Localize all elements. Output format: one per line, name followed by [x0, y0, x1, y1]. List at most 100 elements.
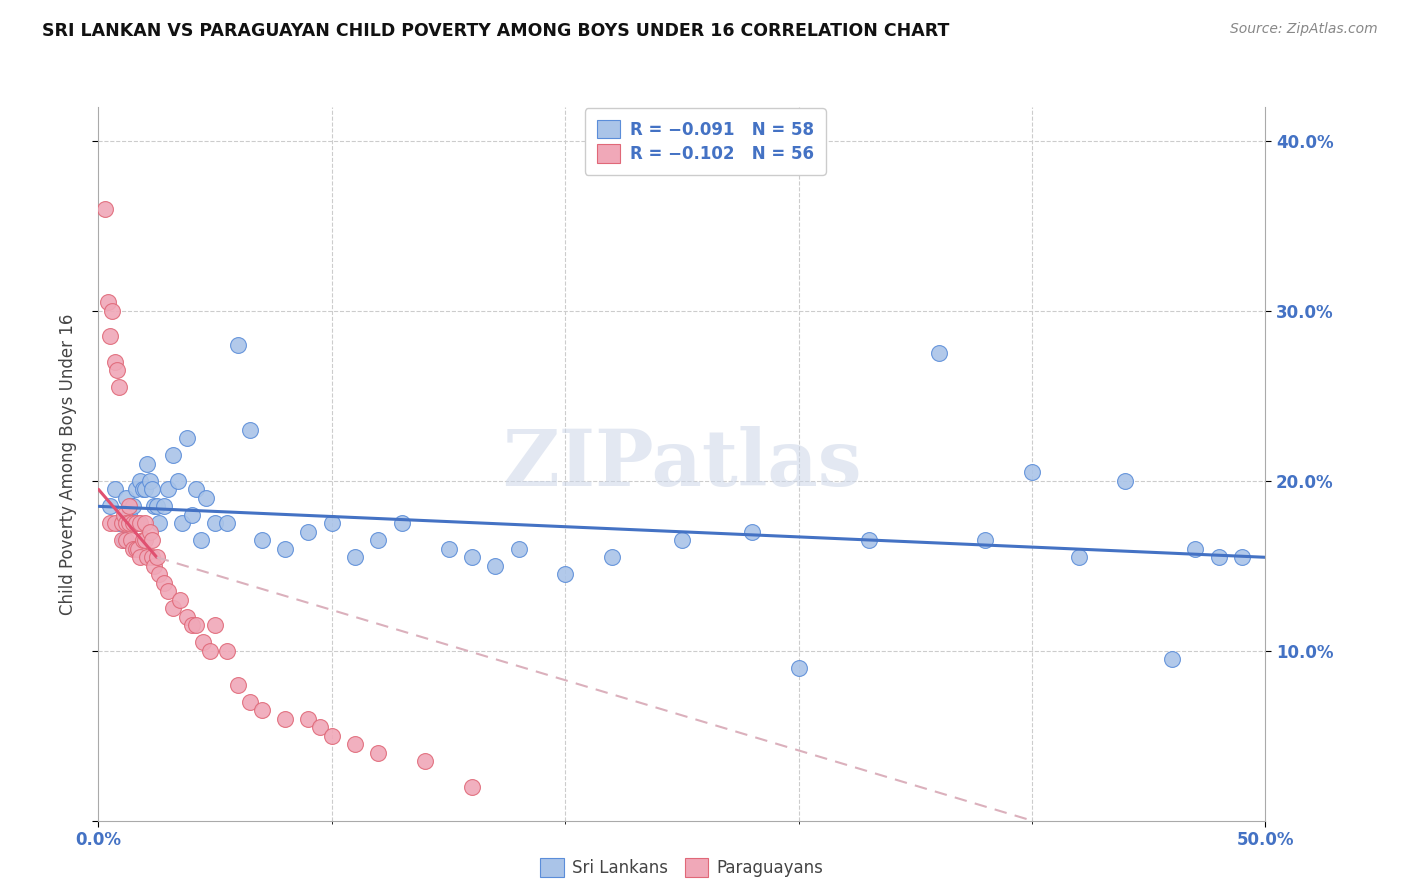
Point	[321, 516, 343, 531]
Point	[200, 644, 222, 658]
Point	[97, 295, 120, 310]
Point	[143, 500, 166, 514]
Point	[115, 516, 138, 531]
Point	[120, 533, 142, 548]
Point	[139, 524, 162, 539]
Point	[321, 729, 343, 743]
Point	[176, 609, 198, 624]
Point	[367, 746, 389, 760]
Point	[1230, 550, 1253, 565]
Point	[193, 635, 215, 649]
Point	[367, 533, 389, 548]
Point	[98, 329, 121, 343]
Point	[98, 500, 121, 514]
Point	[112, 508, 135, 522]
Point	[204, 516, 226, 531]
Point	[309, 720, 332, 734]
Point	[741, 524, 763, 539]
Point	[162, 448, 184, 462]
Point	[928, 346, 950, 360]
Point	[134, 533, 156, 548]
Point	[143, 558, 166, 573]
Point	[239, 695, 262, 709]
Point	[136, 457, 159, 471]
Point	[157, 584, 180, 599]
Point	[111, 516, 134, 531]
Point	[186, 483, 208, 497]
Point	[108, 516, 131, 531]
Point	[461, 550, 484, 565]
Point	[129, 550, 152, 565]
Point	[1067, 550, 1090, 565]
Point	[125, 541, 148, 556]
Point	[139, 474, 162, 488]
Point	[108, 380, 131, 394]
Point	[166, 474, 188, 488]
Point	[146, 550, 169, 565]
Point	[152, 575, 174, 590]
Point	[111, 533, 134, 548]
Point	[250, 703, 273, 717]
Point	[274, 712, 297, 726]
Point	[115, 533, 138, 548]
Point	[152, 500, 174, 514]
Point	[129, 516, 152, 531]
Point	[127, 541, 149, 556]
Point	[274, 541, 297, 556]
Point	[104, 516, 127, 531]
Point	[1114, 474, 1136, 488]
Point	[215, 516, 238, 531]
Point	[115, 491, 138, 505]
Point	[118, 500, 141, 514]
Y-axis label: Child Poverty Among Boys Under 16: Child Poverty Among Boys Under 16	[59, 313, 77, 615]
Point	[132, 533, 155, 548]
Point	[1021, 466, 1043, 480]
Point	[141, 533, 163, 548]
Point	[250, 533, 273, 548]
Point	[98, 516, 121, 531]
Point	[104, 483, 127, 497]
Point	[118, 508, 141, 522]
Point	[141, 550, 163, 565]
Point	[162, 601, 184, 615]
Point	[148, 567, 170, 582]
Legend: Sri Lankans, Paraguayans: Sri Lankans, Paraguayans	[534, 852, 830, 884]
Point	[127, 516, 149, 531]
Point	[125, 483, 148, 497]
Point	[146, 500, 169, 514]
Point	[176, 431, 198, 445]
Point	[391, 516, 413, 531]
Point	[1208, 550, 1230, 565]
Point	[141, 483, 163, 497]
Point	[858, 533, 880, 548]
Point	[169, 592, 191, 607]
Point	[974, 533, 997, 548]
Point	[239, 423, 262, 437]
Point	[344, 550, 367, 565]
Point	[157, 483, 180, 497]
Point	[600, 550, 623, 565]
Point	[112, 533, 135, 548]
Point	[1161, 652, 1184, 666]
Point	[186, 618, 208, 632]
Point	[180, 618, 202, 632]
Text: SRI LANKAN VS PARAGUAYAN CHILD POVERTY AMONG BOYS UNDER 16 CORRELATION CHART: SRI LANKAN VS PARAGUAYAN CHILD POVERTY A…	[42, 22, 949, 40]
Point	[228, 338, 250, 352]
Point	[180, 508, 202, 522]
Point	[101, 304, 124, 318]
Point	[204, 618, 226, 632]
Point	[122, 500, 145, 514]
Point	[129, 474, 152, 488]
Point	[787, 661, 810, 675]
Point	[148, 516, 170, 531]
Point	[134, 483, 156, 497]
Point	[172, 516, 194, 531]
Point	[132, 483, 155, 497]
Point	[461, 780, 484, 794]
Point	[122, 516, 145, 531]
Point	[105, 363, 128, 377]
Point	[508, 541, 530, 556]
Point	[125, 516, 148, 531]
Text: Source: ZipAtlas.com: Source: ZipAtlas.com	[1230, 22, 1378, 37]
Point	[136, 550, 159, 565]
